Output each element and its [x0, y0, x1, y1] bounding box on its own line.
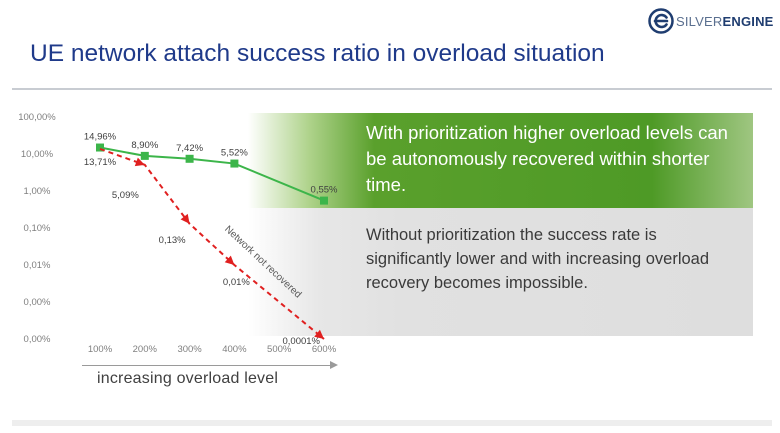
- title-divider: [12, 88, 772, 90]
- red-series-arrowhead: [134, 157, 145, 167]
- y-tick-label: 10,00%: [21, 149, 54, 160]
- prioritization-callout: With prioritization higher overload leve…: [366, 122, 728, 195]
- red-data-label: 5,09%: [112, 190, 139, 201]
- green-series-marker: [185, 154, 194, 163]
- logo-e-icon: [648, 8, 674, 34]
- red-series-arrowhead: [180, 213, 190, 224]
- red-series-arrowhead: [314, 329, 324, 339]
- red-data-label: 0,0001%: [282, 336, 320, 347]
- green-series-marker: [140, 151, 149, 160]
- y-tick-label: 100,00%: [18, 112, 56, 123]
- y-tick-label: 0,00%: [24, 297, 51, 308]
- green-series-marker: [96, 143, 104, 152]
- red-series-line: [99, 147, 325, 340]
- x-axis-caption: increasing overload level: [97, 370, 279, 387]
- y-tick-label: 0,10%: [24, 223, 51, 234]
- green-data-label: 5,52%: [221, 148, 248, 159]
- red-data-label: 0,01%: [223, 277, 250, 288]
- red-data-label: 13,71%: [84, 157, 117, 168]
- red-data-label: 0,13%: [159, 235, 186, 246]
- logo-word-engine: ENGINE: [722, 13, 774, 29]
- green-data-label: 8,90%: [131, 140, 158, 151]
- green-data-label: 14,96%: [84, 132, 117, 143]
- y-tick-label: 0,01%: [24, 260, 51, 271]
- green-data-label: 7,42%: [176, 143, 203, 154]
- green-callout-band: [248, 113, 753, 208]
- green-series-marker: [230, 159, 239, 168]
- logo-text: SILVERENGINE: [676, 14, 774, 29]
- footer-divider: [12, 420, 772, 426]
- arrow-right-icon: [330, 361, 338, 369]
- y-tick-label: 1,00%: [24, 186, 51, 197]
- slide-title: UE network attach success ratio in overl…: [30, 40, 605, 67]
- red-series-arrowhead: [224, 255, 235, 265]
- logo-word-silver: SILVER: [676, 13, 723, 29]
- y-tick-label: 0,00%: [24, 334, 51, 345]
- grey-callout-band: [248, 208, 753, 336]
- x-tick-label: 300%: [177, 344, 202, 355]
- x-tick-label: 600%: [312, 344, 337, 355]
- x-tick-label: 100%: [88, 344, 113, 355]
- no-prioritization-callout: Without prioritization the success rate …: [366, 226, 710, 292]
- x-tick-label: 200%: [133, 344, 158, 355]
- x-tick-label: 500%: [267, 344, 292, 355]
- success-ratio-chart: 100,00% 10,00% 1,00% 0,10% 0,01% 0,00% 0,00% 10…: [18, 112, 338, 355]
- green-series-marker: [320, 196, 328, 205]
- x-caption-arrow-line: [82, 365, 330, 366]
- silverengine-logo: SILVERENGINE: [648, 8, 774, 34]
- x-tick-label: 400%: [222, 344, 247, 355]
- green-data-label: 0,55%: [311, 185, 338, 196]
